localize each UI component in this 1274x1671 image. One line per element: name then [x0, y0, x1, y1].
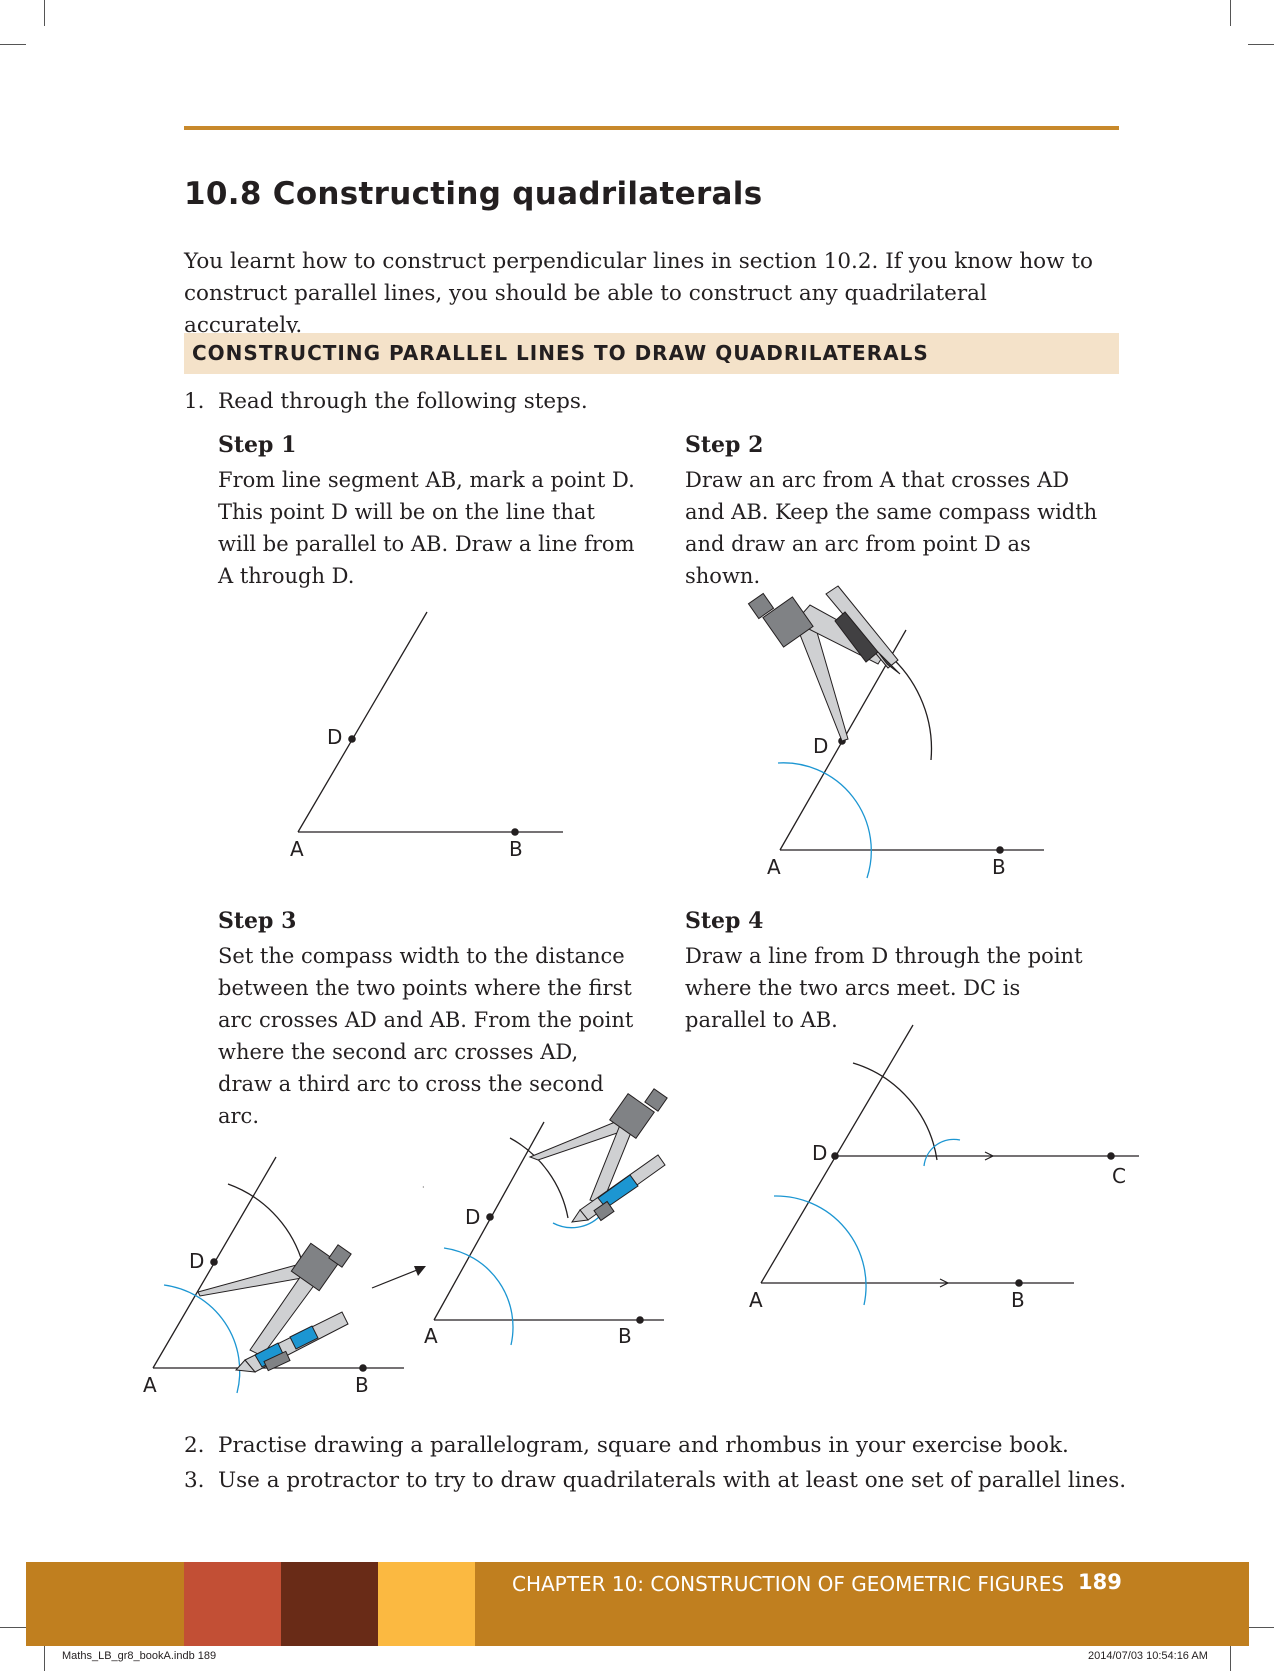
label-d: D	[327, 725, 342, 749]
step-1: Step 1 From line segment AB, mark a poin…	[218, 432, 638, 592]
activity-heading-band	[184, 333, 1119, 374]
page-number: 189	[1078, 1570, 1122, 1594]
label-a: A	[767, 855, 781, 879]
crop-mark	[1248, 1627, 1274, 1628]
step-4: Step 4 Draw a line from D through the po…	[685, 908, 1105, 1036]
list-number: 1.	[184, 389, 205, 414]
label-d: D	[812, 1141, 827, 1165]
footer-swatch	[281, 1562, 378, 1646]
compass-icon	[528, 1088, 668, 1223]
page-title: 10.8 Constructing quadrilaterals	[184, 176, 763, 212]
compass-icon	[197, 1242, 352, 1373]
crop-mark	[44, 1645, 45, 1671]
step-text: Draw an arc from A that crosses AD and A…	[685, 468, 1098, 588]
label-b: B	[1011, 1288, 1025, 1312]
arc-from-a	[443, 1247, 514, 1346]
crop-mark	[0, 1627, 26, 1628]
crop-mark	[44, 0, 45, 26]
step-text: Draw a line from D through the point whe…	[685, 944, 1083, 1032]
step3-diagram-right	[433, 1121, 664, 1321]
arrow-line	[371, 1267, 423, 1289]
label-d: D	[813, 734, 828, 758]
compass-icon	[747, 585, 901, 742]
step-3: Step 3 Set the compass width to the dist…	[218, 908, 638, 1132]
arc-from-a	[163, 1284, 241, 1394]
crop-mark	[1230, 1645, 1231, 1671]
label-a: A	[290, 837, 304, 861]
step1-diagram	[297, 611, 563, 833]
point-d	[486, 1213, 494, 1221]
label-a: A	[424, 1324, 438, 1348]
step-title: Step 2	[685, 432, 764, 458]
label-b: B	[992, 855, 1006, 879]
point-b	[1015, 1279, 1023, 1287]
step-title: Step 3	[218, 908, 297, 934]
arc-from-a	[773, 1195, 867, 1306]
point-b	[359, 1364, 367, 1372]
slug-left: Maths_LB_gr8_bookA.indb 189	[62, 1650, 217, 1662]
footer-chapter: CHAPTER 10: CONSTRUCTION OF GEOMETRIC FI…	[512, 1572, 1065, 1596]
list-number: 3.	[184, 1468, 205, 1493]
step-2: Step 2 Draw an arc from A that crosses A…	[685, 432, 1110, 592]
label-b: B	[509, 837, 523, 861]
step-title: Step 1	[218, 432, 297, 458]
list-text: Use a protractor to try to draw quadrila…	[218, 1468, 1127, 1493]
activity-heading: CONSTRUCTING PARALLEL LINES TO DRAW QUAD…	[192, 341, 929, 365]
list-text: Read through the following steps.	[218, 389, 588, 414]
crop-mark	[1230, 0, 1231, 26]
list-text: Practise drawing a parallelogram, square…	[218, 1433, 1069, 1458]
footer-swatch	[184, 1562, 281, 1646]
arc-from-a	[777, 762, 872, 879]
step-title: Step 4	[685, 908, 764, 934]
list-item: 3. Use a protractor to try to draw quadr…	[184, 1465, 1126, 1497]
third-arc	[923, 1138, 961, 1167]
point-c	[1107, 1152, 1115, 1160]
header-rule	[184, 126, 1119, 130]
third-arc	[552, 1215, 601, 1229]
point-b	[511, 828, 519, 836]
point-b	[996, 846, 1004, 854]
point-b	[636, 1316, 644, 1324]
step-text: Set the compass width to the distance be…	[218, 944, 634, 1128]
list-number: 2.	[184, 1433, 205, 1458]
label-a: A	[143, 1373, 157, 1397]
label-b: B	[618, 1324, 632, 1348]
label-c: C	[1112, 1164, 1126, 1188]
footer-swatch	[378, 1562, 475, 1646]
point-d	[348, 735, 356, 743]
slug-right: 2014/07/03 10:54:16 AM	[1088, 1650, 1208, 1662]
crop-mark	[1248, 44, 1274, 45]
label-a: A	[749, 1288, 763, 1312]
list-item: 1. Read through the following steps.	[184, 386, 588, 418]
label-d: D	[189, 1249, 204, 1273]
list-item: 2. Practise drawing a parallelogram, squ…	[184, 1430, 1069, 1462]
label-d: D	[465, 1205, 480, 1229]
step-text: From line segment AB, mark a point D. Th…	[218, 468, 635, 588]
stray-mark: ·	[422, 1183, 425, 1192]
point-d	[831, 1152, 839, 1160]
crop-mark	[0, 44, 26, 45]
label-b: B	[355, 1373, 369, 1397]
point-d	[210, 1258, 218, 1266]
arrow-head	[414, 1266, 426, 1276]
